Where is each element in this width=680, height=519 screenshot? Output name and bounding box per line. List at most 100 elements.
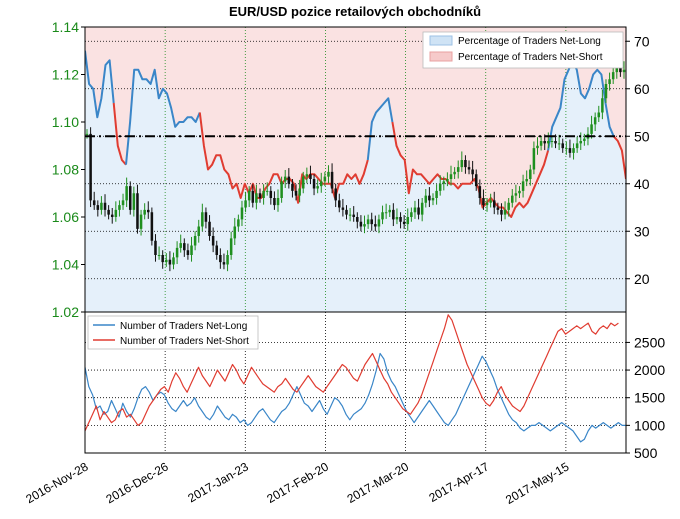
candle-body [280,181,283,198]
candle-body [377,219,381,227]
candle-body [417,207,420,215]
candle-body [507,202,510,210]
candle-body [615,65,619,73]
candle-body [359,221,363,227]
chart-title: EUR/USD pozice retailových obchodníků [229,4,481,19]
net-long-pct-line [125,68,201,165]
pct-tick-label: 40 [634,176,650,192]
price-tick-label: 1.08 [52,162,79,178]
candle-body [110,214,114,217]
candle-body [168,259,172,265]
candle-body [172,257,175,265]
net-short-pct-legend-label: Percentage of Traders Net-Short [458,52,603,63]
candle-body [608,79,611,84]
candle-body [240,207,244,220]
candle-body [575,143,579,149]
candle-body [410,212,413,217]
candle-body [453,171,456,175]
candle-body [269,190,273,198]
candle-body [514,193,518,196]
pct-tick-label: 20 [634,271,650,287]
candle-body [197,226,200,236]
candle-body [301,176,305,189]
candle-body [388,209,392,213]
candle-body [201,212,204,227]
candle-body [150,212,154,241]
candle-body [511,195,514,203]
candle-body [341,207,345,210]
candle-body [208,221,211,236]
candle-body [356,217,359,222]
candle-body [539,141,543,146]
candle-body [406,217,410,225]
candle-body [165,259,168,263]
candle-body [363,224,366,227]
candle-body [298,188,301,196]
candle-body [492,200,496,208]
candle-body [536,145,539,149]
candle-body [139,214,143,229]
traders-count-panel: 500 1000 1500 2000 2500 Number of Traders Ne… [84,311,665,461]
candle-body [529,169,532,179]
candle-body [424,195,428,203]
date-tick-label: 2017-May-15 [503,459,572,507]
candle-body [399,217,402,222]
candle-body [312,179,316,189]
candle-body [92,200,96,206]
traders-count-lines [85,314,626,443]
candle-body [435,190,438,198]
candle-body [395,217,399,220]
traders-panel-frame [84,311,627,454]
price-tick-label: 1.12 [52,67,79,83]
net-short-pct-line [391,121,550,218]
candle-body [147,209,150,213]
candle-body [89,133,92,201]
candle-body [157,255,161,256]
candle-body [143,209,146,215]
count-tick-label: 1500 [634,390,665,406]
date-tick-label: 2017-Jan-23 [185,459,251,505]
candle-body [557,143,561,145]
candle-body [464,160,467,168]
candle-body [229,238,233,255]
candle-body [449,174,453,179]
date-tick-label: 2016-Dec-26 [104,459,171,506]
candle-body [215,245,219,255]
net-short-pct-line [198,112,369,204]
candle-body [96,205,100,210]
candle-body [413,207,417,213]
candle-body [622,69,626,73]
candle-body [420,202,424,215]
candle-body [467,167,471,170]
candle-body [348,214,352,216]
candle-body [460,160,464,168]
price-tick-label: 1.06 [52,209,79,225]
candle-body [525,179,528,182]
candle-body [258,193,262,198]
net-short-pct-area [85,27,626,217]
net-long-pct-legend-label: Percentage of Traders Net-Long [458,36,601,47]
candle-body [456,167,460,172]
candle-body [503,209,507,215]
candle-body [547,141,550,144]
candle-body [125,186,128,201]
candle-body [316,186,319,189]
candle-body [291,183,294,191]
count-tick-label: 2500 [634,334,665,350]
bottom-legend-box [87,315,259,350]
date-tick-label: 2016-Nov-28 [23,459,90,506]
candle-body [193,236,197,246]
net-short-pct-swatch [429,51,453,62]
top-legend: Percentage of Traders Net-Long Percentag… [422,31,624,69]
bottom-legend: Number of Traders Net-Long Number of Tra… [87,315,259,350]
percentage-axis-ticks: 20 30 40 50 60 70 [626,33,650,287]
pct-tick-label: 30 [634,223,650,239]
candle-body [305,174,309,177]
candle-body [309,174,312,179]
net-short-count-legend-label: Number of Traders Net-Short [120,336,249,347]
candle-body [565,148,568,150]
candle-body [128,186,132,210]
candle-body [521,181,525,191]
net-long-count-legend-label: Number of Traders Net-Long [120,321,247,332]
